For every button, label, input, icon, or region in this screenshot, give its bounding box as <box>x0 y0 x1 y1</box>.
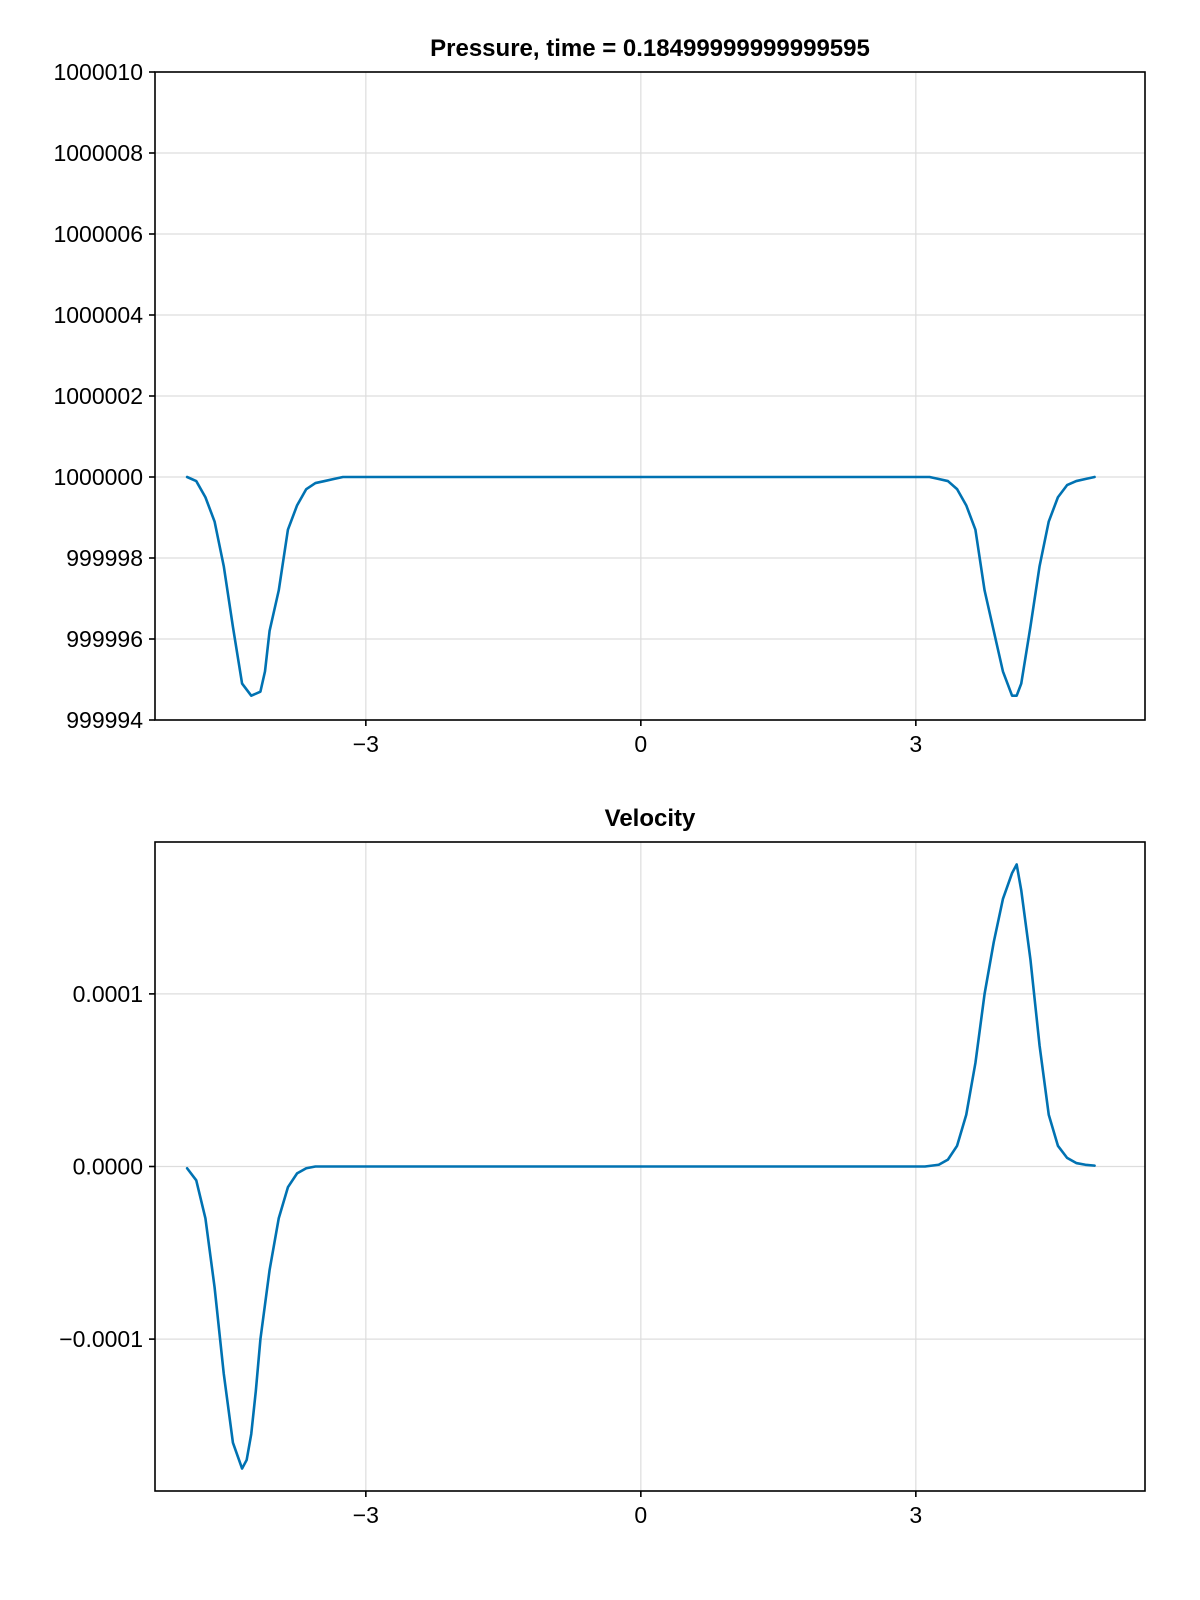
pressure-chart: Pressure, time = 0.18499999999999595 −3 0… <box>53 35 1146 757</box>
velocity-chart: Velocity −3 0 3 −0.0001 0.0000 0.0001 <box>59 805 1146 1528</box>
velocity-chart-title: Velocity <box>605 805 696 832</box>
pressure-series-line <box>185 475 1096 697</box>
pressure-y-tick-label: 999994 <box>66 707 143 733</box>
velocity-series-line <box>185 863 1096 1470</box>
pressure-chart-title: Pressure, time = 0.18499999999999595 <box>430 35 870 62</box>
pressure-y-tick-label: 1000002 <box>53 383 143 409</box>
velocity-y-tick-label: 0.0000 <box>73 1154 143 1180</box>
pressure-y-tick-label: 999996 <box>66 626 143 652</box>
pressure-y-tick-label: 999998 <box>66 545 143 571</box>
velocity-x-tick-label: 0 <box>634 1502 647 1528</box>
velocity-y-tick-label: 0.0001 <box>73 981 143 1007</box>
pressure-y-tick-label: 1000006 <box>53 221 143 247</box>
velocity-x-tick-label: 3 <box>909 1502 922 1528</box>
pressure-y-tick-label: 1000000 <box>53 464 143 490</box>
pressure-y-tick-label: 1000010 <box>53 59 143 85</box>
pressure-x-tick-label: 3 <box>909 731 922 757</box>
velocity-y-tick-label: −0.0001 <box>59 1326 143 1352</box>
pressure-y-tick-label: 1000008 <box>53 140 143 166</box>
pressure-x-tick-label: 0 <box>634 731 647 757</box>
pressure-x-tick-label: −3 <box>353 731 379 757</box>
velocity-x-tick-label: −3 <box>353 1502 379 1528</box>
pressure-y-tick-label: 1000004 <box>53 302 143 328</box>
